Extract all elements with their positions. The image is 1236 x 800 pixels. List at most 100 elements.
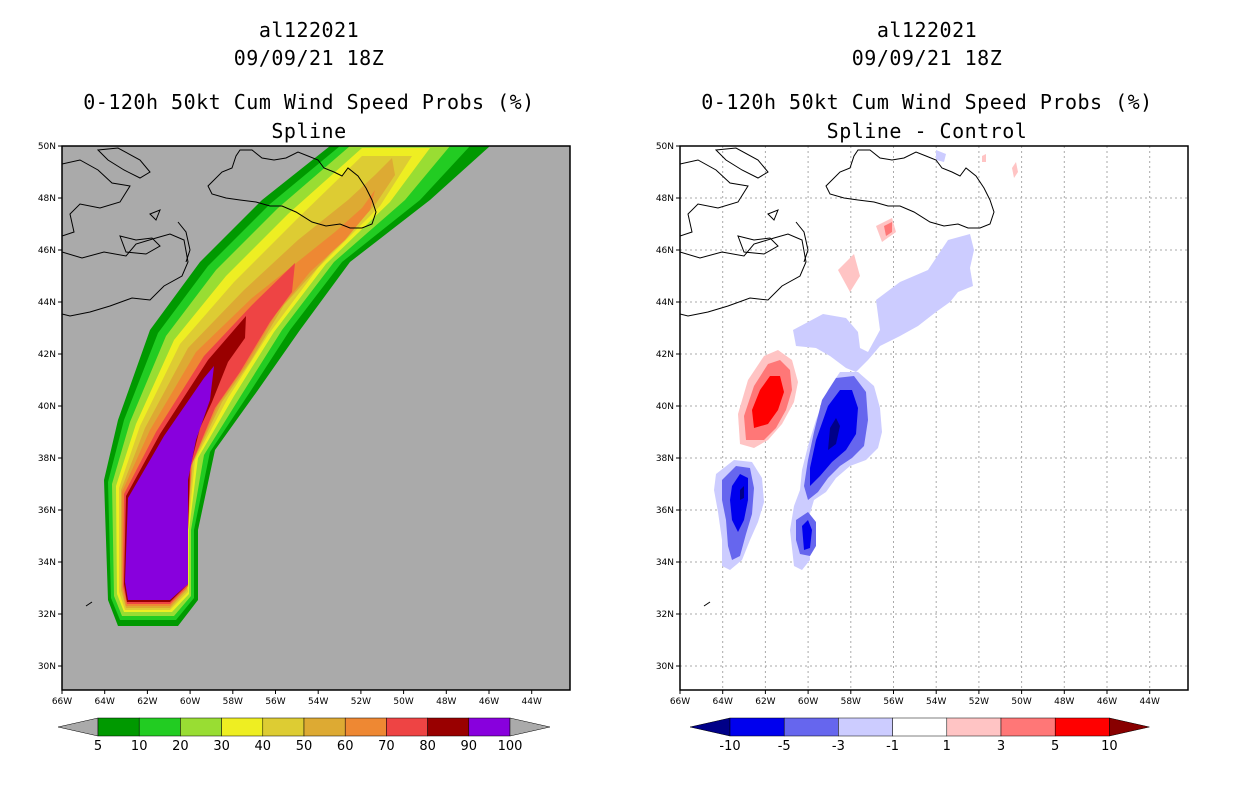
legend-label: 30 (213, 739, 230, 754)
legend-swatch (180, 717, 222, 737)
lon-tick-label: 44W (1140, 697, 1160, 707)
lon-tick-label: 60W (798, 697, 818, 707)
lon-tick-label: 66W (52, 697, 72, 707)
contour-pos-high (752, 376, 784, 428)
legend-label: 40 (255, 739, 272, 754)
lon-tick-label: 56W (265, 697, 285, 707)
lon-tick-label: 58W (841, 697, 861, 707)
lat-lon-grid (680, 146, 1188, 690)
contour-neg-light-top (936, 150, 946, 162)
storm-id-title: al122021 (876, 18, 978, 42)
legend-arrow-low (57, 717, 99, 737)
legend-swatch (468, 717, 511, 737)
lon-tick-label: 64W (95, 697, 115, 707)
product-title: 0-120h 50kt Cum Wind Speed Probs (%) (83, 90, 535, 114)
legend-swatch (303, 717, 346, 737)
lon-tick-label: 64W (713, 697, 733, 707)
legend-label: 5 (1051, 739, 1059, 754)
legend-swatch (892, 717, 948, 737)
lat-tick-label: 44N (38, 298, 56, 308)
legend-arrow-high (1109, 717, 1150, 737)
legend-label: 10 (1101, 739, 1118, 754)
legend-swatch (386, 717, 428, 737)
legend-swatch (262, 717, 305, 737)
probability-contours (104, 146, 490, 626)
legend-arrow-low (689, 717, 731, 737)
legend-label: 50 (296, 739, 313, 754)
lat-tick-label: 48N (656, 194, 674, 204)
lat-tick-label: 38N (38, 454, 56, 464)
legend-label: 3 (997, 739, 1005, 754)
legend-swatch (344, 717, 387, 737)
legend-label: -5 (778, 739, 791, 754)
legend-label: 10 (131, 739, 148, 754)
contour-90 (125, 366, 214, 600)
lat-tick-label: 48N (38, 194, 56, 204)
difference-contours (714, 150, 1018, 570)
lat-tick-label: 40N (656, 402, 674, 412)
lat-tick-label: 36N (656, 506, 674, 516)
legend-swatch (221, 717, 264, 737)
right-panel: al122021 09/09/21 18Z 0-120h 50kt Cum Wi… (618, 0, 1236, 800)
lat-tick-label: 34N (38, 558, 56, 568)
lon-tick-label: 54W (926, 697, 946, 707)
legend-swatch (138, 717, 181, 737)
legend-swatch (97, 717, 140, 737)
lon-tick-label: 60W (180, 697, 200, 707)
map-frame (679, 145, 1189, 691)
probability-legend: 5 10 20 30 40 50 60 70 80 90 100 (57, 717, 551, 754)
legend-label: 1 (943, 739, 951, 754)
lon-tick-label: 66W (670, 697, 690, 707)
legend-label: 80 (419, 739, 436, 754)
lon-tick-label: 44W (522, 697, 542, 707)
lat-tick-label: 46N (38, 246, 56, 256)
lon-tick-label: 52W (969, 697, 989, 707)
contour-neg-darkest (828, 418, 840, 450)
contour-neg-deep-south (802, 520, 812, 550)
legend-swatch (1000, 717, 1056, 737)
lat-tick-label: 40N (38, 402, 56, 412)
contour-pos-med-nl (884, 222, 892, 236)
legend-label: 5 (94, 739, 102, 754)
subtitle: Spline (271, 119, 347, 143)
legend-label: 90 (461, 739, 478, 754)
lon-tick-label: 50W (393, 697, 413, 707)
lon-tick-label: 52W (351, 697, 371, 707)
left-panel: al122021 09/09/21 18Z 0-120h 50kt Cum Wi… (38, 18, 571, 754)
lat-tick-label: 44N (656, 298, 674, 308)
product-title: 0-120h 50kt Cum Wind Speed Probs (%) (701, 90, 1153, 114)
lat-tick-label: 32N (38, 610, 56, 620)
lat-tick-label: 30N (38, 662, 56, 672)
storm-id-title: al122021 (258, 18, 360, 42)
lat-tick-label: 38N (656, 454, 674, 464)
axis-ticks: 50N 48N 46N 44N 42N 40N 38N 36N 34N 32N 30N 66W 64W 6… (656, 142, 1160, 707)
lat-tick-label: 46N (656, 246, 674, 256)
lat-tick-label: 42N (38, 350, 56, 360)
contour-pos-light-top3 (982, 154, 986, 162)
legend-label: -1 (886, 739, 899, 754)
lat-tick-label: 36N (38, 506, 56, 516)
contour-pos-light-top2 (1012, 162, 1018, 178)
lon-tick-label: 62W (137, 697, 157, 707)
lat-tick-label: 34N (656, 558, 674, 568)
legend-swatch (427, 717, 470, 737)
difference-map: 50N 48N 46N 44N 42N 40N 38N 36N 34N 32N 30N 66W 64W 6… (656, 142, 1189, 754)
map-frame (61, 145, 571, 691)
lat-tick-label: 42N (656, 350, 674, 360)
coastline (680, 147, 995, 607)
contour-neg-darkest-west (740, 486, 744, 500)
lat-tick-label: 32N (656, 610, 674, 620)
datetime-title: 09/09/21 18Z (851, 46, 1003, 70)
lon-tick-label: 58W (223, 697, 243, 707)
lat-tick-label: 30N (656, 662, 674, 672)
lon-tick-label: 46W (479, 697, 499, 707)
contour-neg-light-ne (793, 234, 974, 372)
legend-label: -3 (832, 739, 845, 754)
lon-tick-label: 50W (1011, 697, 1031, 707)
lat-tick-label: 50N (656, 142, 674, 152)
legend-label: 70 (378, 739, 395, 754)
contour-10 (108, 146, 470, 620)
legend-swatch (729, 717, 785, 737)
axis-ticks: 50N 48N 46N 44N 42N 40N 38N 36N 34N 32N 30N 66W 64W 6… (38, 142, 542, 707)
subtitle: Spline - Control (826, 119, 1028, 143)
